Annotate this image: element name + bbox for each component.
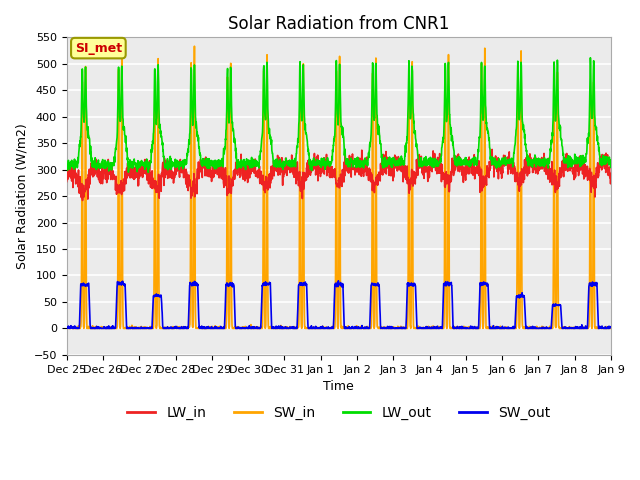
LW_in (559, 157, 567, 163)
LW_out (607, 165, 614, 170)
Line: LW_in: LW_in (67, 149, 611, 201)
SW_out (575, 325, 582, 331)
SW_in (574, 324, 582, 330)
Line: SW_out: SW_out (67, 281, 611, 328)
SW_out (63, 325, 70, 331)
LW_in (497, 171, 505, 177)
LW_in (63, 179, 70, 184)
LW_in (79, 198, 86, 204)
LW_out (559, 150, 567, 156)
Line: LW_out: LW_out (67, 58, 611, 172)
LW_in (607, 171, 614, 177)
SW_out (367, 298, 374, 304)
Line: SW_in: SW_in (67, 46, 611, 328)
SW_out (355, 325, 363, 331)
LW_out (497, 162, 505, 168)
LW_out (574, 156, 582, 161)
SW_in (559, 324, 567, 330)
Legend: LW_in, SW_in, LW_out, SW_out: LW_in, SW_in, LW_out, SW_out (122, 400, 556, 425)
Text: SI_met: SI_met (75, 42, 122, 55)
X-axis label: Time: Time (323, 380, 354, 393)
LW_in (488, 146, 496, 152)
SW_out (335, 278, 342, 284)
LW_out (215, 157, 223, 163)
SW_in (191, 43, 198, 49)
SW_in (63, 325, 70, 331)
SW_in (215, 325, 223, 331)
LW_out (586, 55, 594, 60)
SW_out (215, 325, 223, 331)
SW_in (497, 325, 505, 331)
LW_out (367, 139, 374, 145)
SW_out (497, 325, 505, 331)
LW_in (355, 167, 362, 173)
LW_out (63, 166, 70, 172)
SW_out (63, 325, 71, 331)
SW_in (607, 325, 614, 331)
Title: Solar Radiation from CNR1: Solar Radiation from CNR1 (228, 15, 449, 33)
LW_out (145, 169, 152, 175)
SW_out (607, 324, 614, 330)
LW_in (215, 170, 223, 176)
LW_in (367, 170, 374, 176)
LW_in (575, 159, 582, 165)
LW_out (355, 162, 362, 168)
SW_in (355, 325, 362, 331)
SW_in (367, 325, 374, 331)
Y-axis label: Solar Radiation (W/m2): Solar Radiation (W/m2) (15, 123, 28, 269)
SW_out (559, 325, 567, 331)
